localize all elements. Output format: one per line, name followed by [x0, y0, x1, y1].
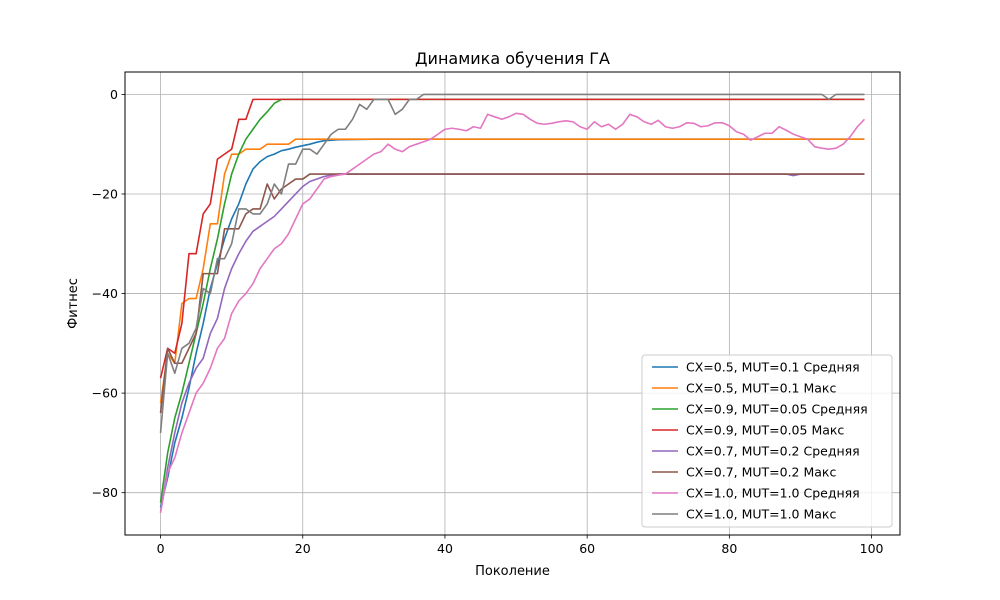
x-tick-label: 60: [579, 541, 595, 556]
series-layer: [159, 93, 866, 513]
chart-title: Динамика обучения ГА: [415, 49, 610, 68]
x-tick-label: 20: [295, 541, 311, 556]
series-line-4: [159, 98, 865, 379]
x-tick-label: 100: [860, 541, 884, 556]
legend-label-8: CX=1.0, MUT=1.0 Макс: [686, 507, 836, 522]
series-line-6: [159, 173, 865, 414]
legend-label-3: CX=0.9, MUT=0.05 Средняя: [686, 402, 868, 417]
plot-frame: [124, 71, 901, 536]
y-tick-label: −20: [92, 186, 118, 201]
y-tick-label: 0: [110, 87, 118, 102]
legend-label-4: CX=0.9, MUT=0.05 Макс: [686, 423, 844, 438]
series-line-1: [159, 138, 865, 508]
series-line-3: [159, 98, 865, 503]
y-tick-label: −40: [92, 286, 118, 301]
series-line-7: [159, 112, 866, 513]
legend: CX=0.5, MUT=0.1 Средняя CX=0.5, MUT=0.1 М…: [641, 354, 893, 528]
y-tick-label: −60: [92, 386, 118, 401]
series-line-2: [159, 138, 865, 404]
x-tick-label: 0: [157, 541, 165, 556]
tick-layer: 0 20 40 60 80 100 0 −20 −40 −60 −80: [92, 87, 884, 556]
legend-label-5: CX=0.7, MUT=0.2 Средняя: [686, 444, 860, 459]
x-axis-label: Поколение: [475, 564, 550, 579]
x-tick-label: 40: [437, 541, 453, 556]
x-tick-label: 80: [721, 541, 737, 556]
y-axis-label: Фитнес: [66, 278, 81, 329]
legend-box: [641, 354, 893, 528]
series-line-8: [159, 93, 865, 434]
y-tick-label: −80: [92, 485, 118, 500]
legend-label-6: CX=0.7, MUT=0.2 Макс: [686, 465, 836, 480]
legend-label-1: CX=0.5, MUT=0.1 Средняя: [686, 360, 860, 375]
legend-label-2: CX=0.5, MUT=0.1 Макс: [686, 381, 836, 396]
legend-label-7: CX=1.0, MUT=1.0 Средняя: [686, 486, 860, 501]
